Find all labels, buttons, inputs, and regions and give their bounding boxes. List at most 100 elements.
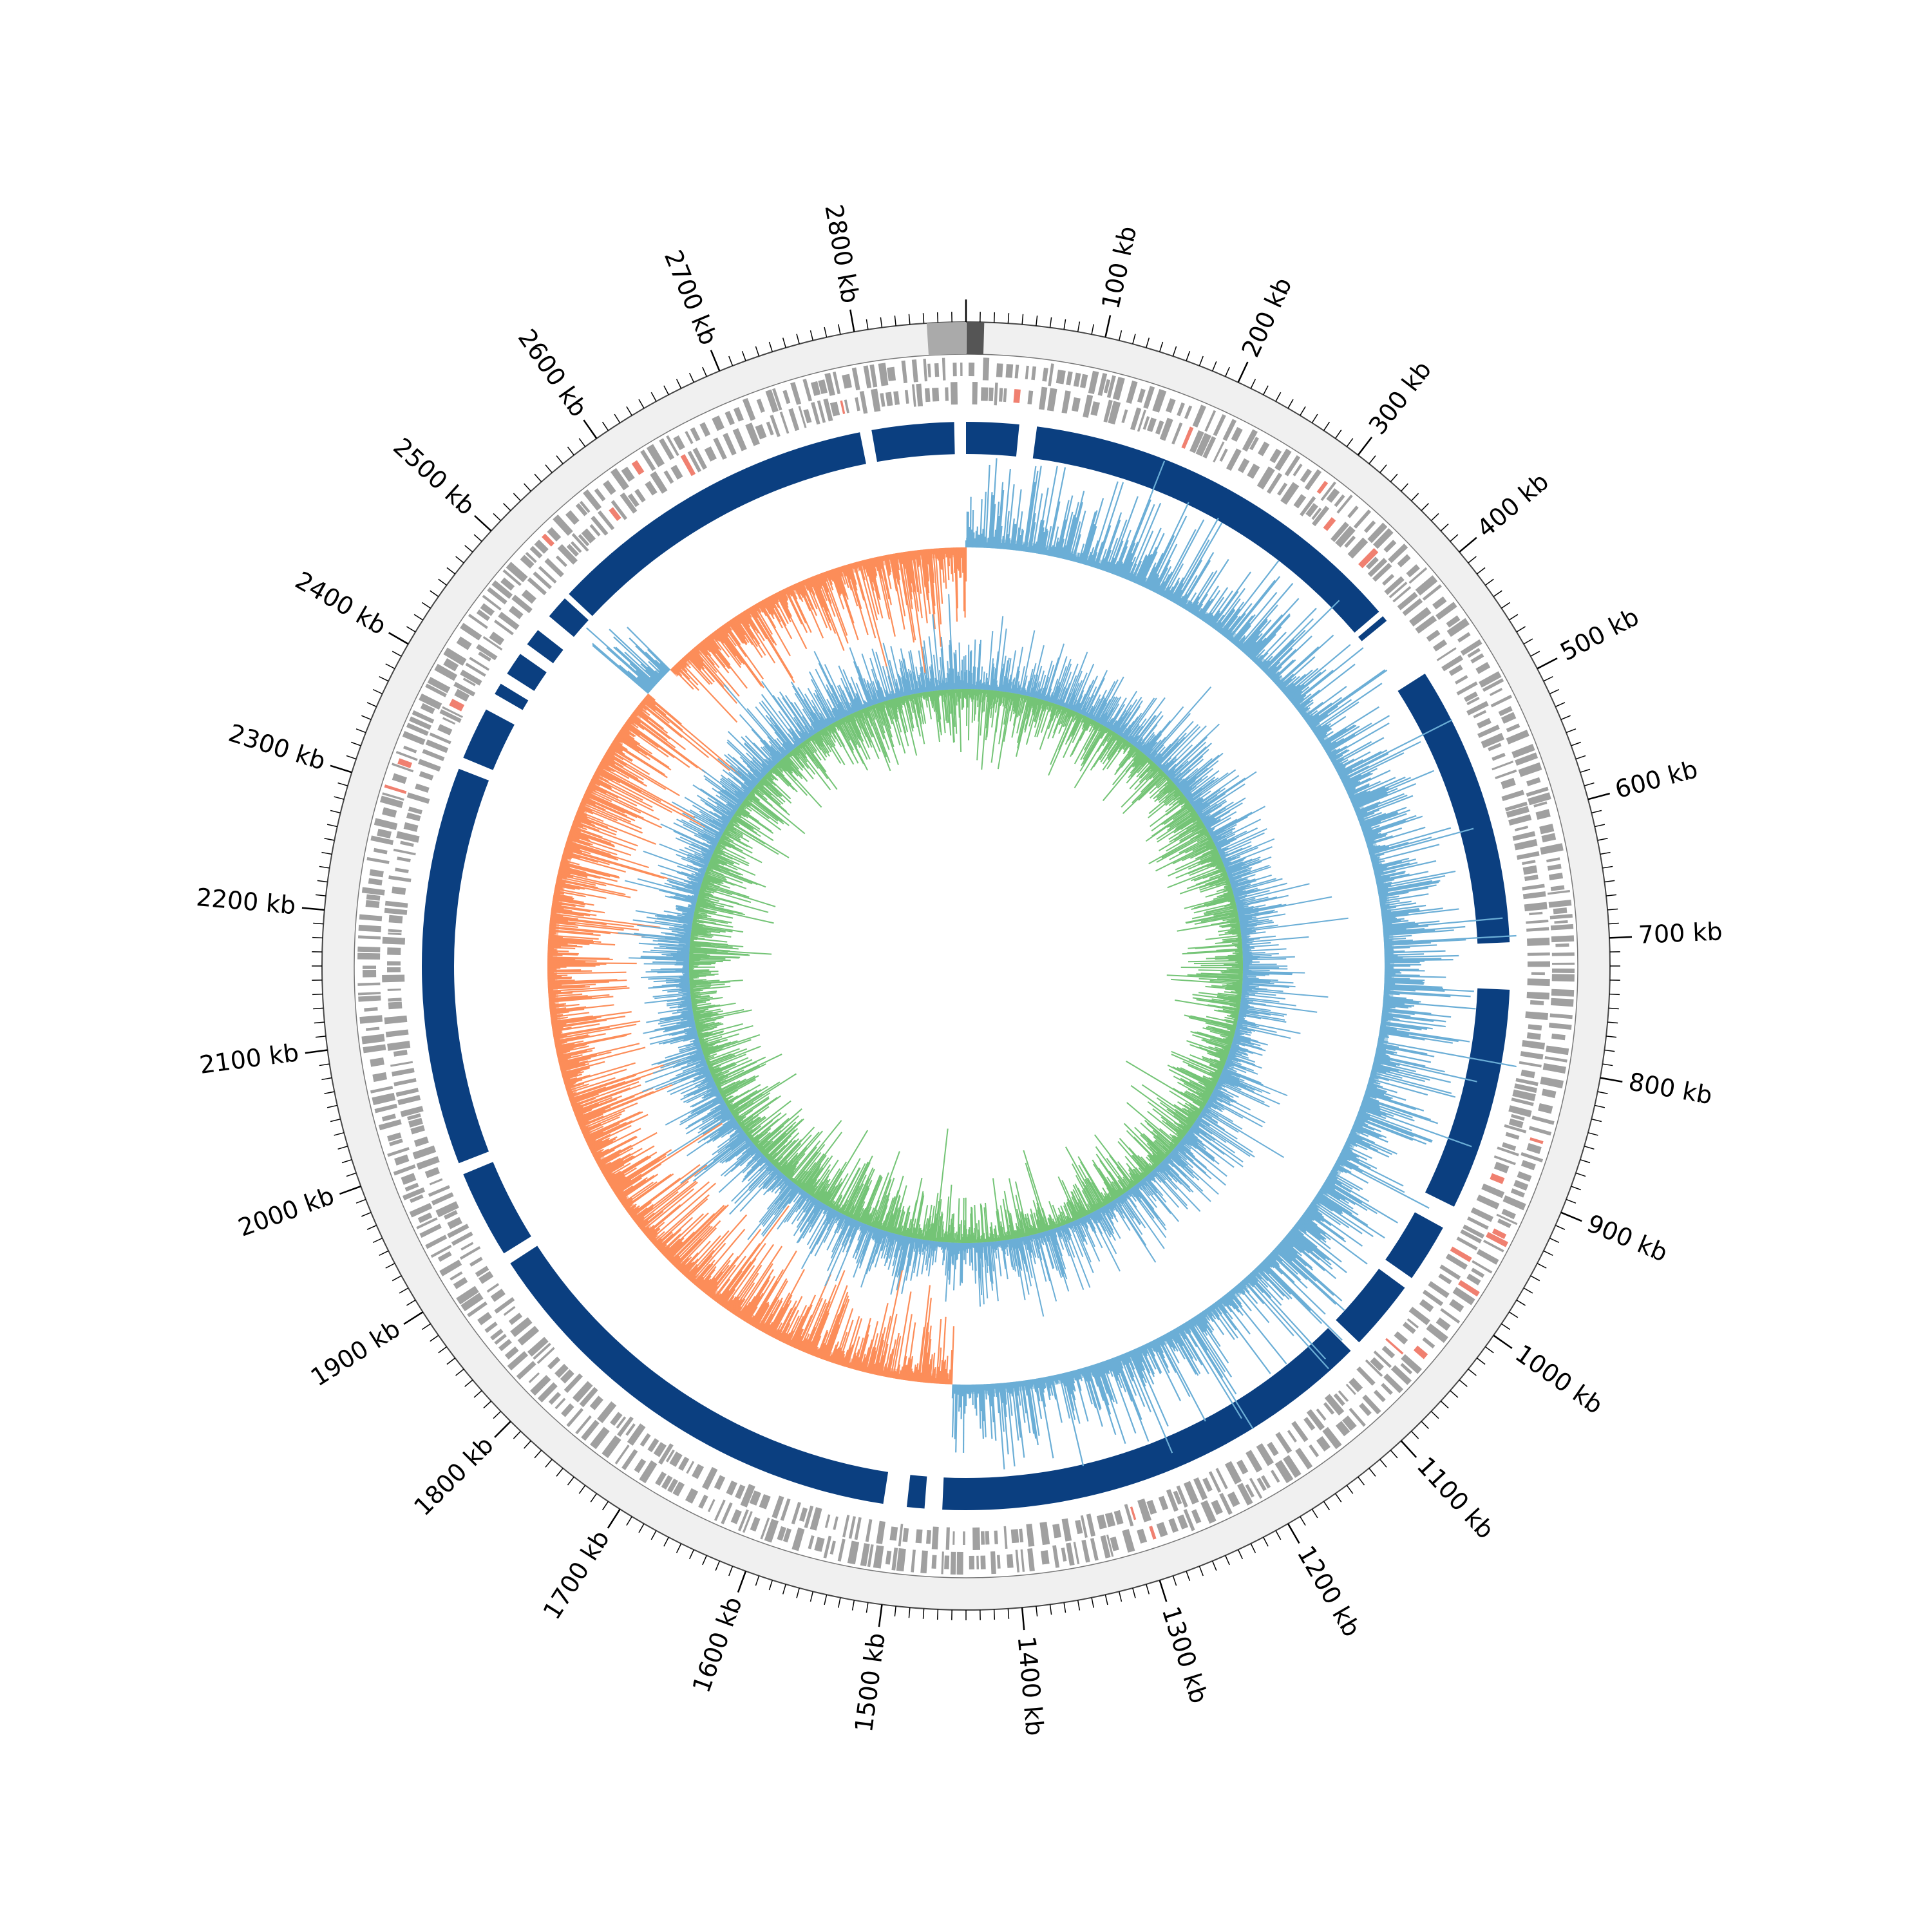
gene-feature xyxy=(1130,407,1142,431)
gc-content-bar xyxy=(866,559,874,583)
gc-content-bar xyxy=(1254,1268,1260,1273)
gene-feature xyxy=(764,1519,779,1543)
gc-content-bar xyxy=(1369,853,1375,857)
gene-feature xyxy=(847,1540,860,1565)
gene-feature xyxy=(772,1495,784,1519)
gc-content-bar xyxy=(1316,1194,1343,1213)
gc-content-bar xyxy=(768,1269,805,1336)
gene-feature xyxy=(1488,743,1502,752)
gc-content-bar xyxy=(596,767,642,793)
gene-feature xyxy=(1027,1548,1035,1571)
gene-feature xyxy=(944,1555,950,1569)
gc-content-bar xyxy=(1306,1209,1325,1222)
gene-feature xyxy=(388,875,412,882)
gc-content-bar xyxy=(927,549,936,630)
gc-content-bar xyxy=(934,548,942,625)
gc-content-bar xyxy=(611,1153,667,1189)
gc-content-bar xyxy=(927,1364,931,1383)
gc-content-bar xyxy=(1329,722,1390,759)
gene-feature xyxy=(400,1106,424,1117)
gc-content-bar xyxy=(1350,776,1406,802)
gc-content-bar xyxy=(1134,1349,1146,1370)
gene-feature xyxy=(1056,369,1066,384)
gc-content-bar xyxy=(1171,517,1219,602)
gc-content-bar xyxy=(875,1340,884,1375)
gc-content-bar xyxy=(632,1207,648,1220)
minor-tick xyxy=(824,1595,828,1605)
gc-content-bar xyxy=(558,1056,572,1061)
minor-tick xyxy=(638,1523,645,1533)
gc-content-bar xyxy=(1307,714,1320,724)
gene-feature xyxy=(942,357,946,381)
gc-skew-inner-bar xyxy=(1009,692,1012,699)
gc-content-bar xyxy=(1267,1255,1280,1267)
gene-feature xyxy=(396,831,420,843)
gc-content-bar xyxy=(1345,781,1361,790)
gc-content-bar xyxy=(774,593,779,600)
gc-content-bar xyxy=(753,1302,770,1327)
minor-tick xyxy=(438,578,447,586)
gene-feature xyxy=(1191,1509,1202,1524)
gc-content-bar xyxy=(1219,1298,1226,1307)
gc-content-bar xyxy=(772,594,789,625)
gc-content-bar xyxy=(907,551,926,674)
gc-content-bar xyxy=(930,1375,933,1383)
gc-content-bar xyxy=(1381,909,1420,916)
major-tick xyxy=(878,1604,883,1627)
gene-feature xyxy=(378,1119,402,1131)
gc-content-bar xyxy=(563,851,599,863)
gc-content-bar xyxy=(1139,1347,1143,1354)
gc-content-bar xyxy=(634,710,687,750)
gc-content-bar xyxy=(886,554,891,575)
gc-content-bar xyxy=(561,1061,605,1074)
minor-tick xyxy=(334,796,345,800)
gc-content-bar xyxy=(1384,977,1410,980)
gc-content-bar xyxy=(775,592,791,623)
gene-feature xyxy=(1490,694,1513,708)
gene-feature xyxy=(387,947,401,955)
gene-feature xyxy=(982,357,990,381)
gc-skew-outer-bar xyxy=(990,663,994,690)
gc-content-bar xyxy=(1338,749,1388,776)
gene-feature xyxy=(779,412,790,434)
gc-content-bar xyxy=(607,1156,652,1184)
gene-feature xyxy=(1183,1509,1195,1531)
gc-content-bar xyxy=(808,578,813,588)
gc-content-bar xyxy=(942,1361,945,1385)
gc-content-bar xyxy=(1361,1103,1381,1112)
gc-content-bar xyxy=(555,884,580,890)
gc-content-bar xyxy=(1322,1184,1356,1206)
gc-content-bar xyxy=(1249,613,1291,659)
gene-feature xyxy=(1237,458,1250,473)
gene-feature xyxy=(382,936,406,945)
gc-content-bar xyxy=(1294,703,1301,708)
gene-feature xyxy=(372,1072,388,1083)
gc-content-bar xyxy=(637,1212,655,1227)
gc-content-bar xyxy=(547,970,592,972)
gc-content-bar xyxy=(900,1366,904,1380)
gc-content-bar xyxy=(1342,1147,1368,1161)
gene-feature xyxy=(1506,723,1520,733)
tick-label: 1400 kb xyxy=(1012,1635,1049,1737)
gene-feature xyxy=(536,1347,555,1364)
gc-content-bar xyxy=(753,605,759,612)
gene-feature xyxy=(1441,655,1464,672)
minor-tick xyxy=(455,1368,464,1376)
gene-feature xyxy=(403,745,417,753)
gene-feature xyxy=(770,414,781,437)
gc-content-bar xyxy=(1011,524,1016,551)
gc-content-bar xyxy=(1381,1018,1446,1028)
gene-feature xyxy=(1342,1416,1357,1431)
gc-content-bar xyxy=(954,1384,957,1439)
gc-content-bar xyxy=(1339,1154,1350,1161)
gc-content-bar xyxy=(1332,741,1372,764)
gc-content-bar xyxy=(1165,1333,1176,1352)
gc-content-bar xyxy=(699,642,712,657)
gene-feature xyxy=(1501,790,1525,802)
minor-tick xyxy=(1587,1132,1598,1136)
gc-content-bar xyxy=(1025,1380,1035,1434)
gc-content-bar xyxy=(619,730,641,745)
minor-tick xyxy=(1575,755,1586,760)
gene-feature xyxy=(1466,696,1480,706)
gc-content-bar xyxy=(578,1083,676,1124)
